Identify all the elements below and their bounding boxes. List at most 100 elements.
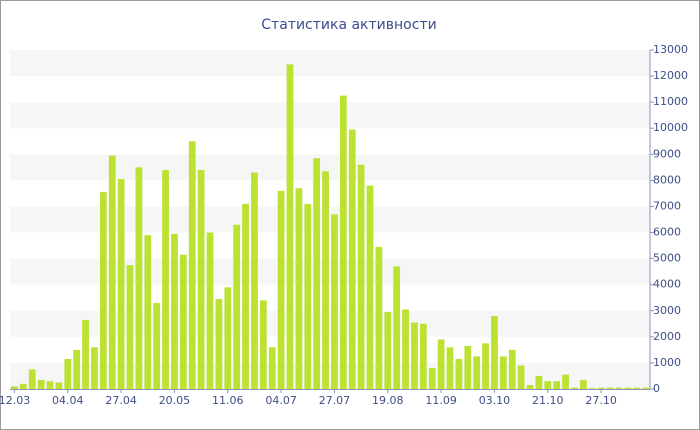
bar bbox=[197, 169, 205, 389]
bar bbox=[108, 155, 116, 389]
bar bbox=[73, 349, 81, 389]
bar bbox=[144, 235, 152, 389]
grid-band bbox=[10, 258, 650, 285]
bar bbox=[482, 343, 489, 389]
bar bbox=[508, 349, 516, 389]
bar bbox=[91, 347, 98, 389]
y-tick-label: 10000 bbox=[653, 121, 688, 134]
x-tick-label: 27.10 bbox=[585, 394, 617, 407]
bar bbox=[535, 375, 543, 389]
bar bbox=[384, 312, 392, 389]
bar bbox=[553, 381, 561, 389]
bar bbox=[286, 64, 294, 389]
bar bbox=[11, 386, 18, 389]
bar bbox=[562, 374, 569, 389]
bar bbox=[588, 388, 596, 389]
bar bbox=[162, 169, 169, 389]
bar bbox=[37, 379, 45, 389]
x-tick-label: 27.07 bbox=[319, 394, 351, 407]
bar bbox=[393, 266, 401, 389]
bar bbox=[233, 224, 241, 389]
bar bbox=[153, 302, 161, 389]
y-tick-label: 12000 bbox=[653, 69, 688, 82]
x-tick-label: 04.04 bbox=[52, 394, 84, 407]
bar bbox=[126, 265, 134, 389]
bar bbox=[304, 203, 312, 389]
bar bbox=[188, 141, 196, 389]
x-tick-label: 21.10 bbox=[532, 394, 564, 407]
bar bbox=[117, 179, 125, 389]
bar bbox=[473, 356, 481, 389]
bar bbox=[64, 359, 72, 389]
bar bbox=[99, 192, 107, 389]
y-tick-label: 8000 bbox=[653, 173, 681, 186]
grid-band bbox=[10, 310, 650, 337]
bar bbox=[499, 356, 507, 389]
grid-band bbox=[10, 206, 650, 233]
y-tick-label: 6000 bbox=[653, 226, 681, 239]
grid-band bbox=[10, 154, 650, 181]
bar bbox=[615, 387, 623, 389]
x-tick-label: 27.04 bbox=[105, 394, 137, 407]
bar bbox=[82, 319, 89, 389]
bar bbox=[428, 368, 436, 389]
bar bbox=[642, 387, 649, 389]
bar bbox=[295, 188, 303, 389]
bar bbox=[224, 287, 232, 389]
bar bbox=[526, 385, 534, 389]
bar bbox=[55, 382, 63, 389]
bar bbox=[517, 365, 525, 389]
x-tick-label: 12.03 bbox=[0, 394, 30, 407]
bar bbox=[606, 387, 614, 389]
y-tick-label: 7000 bbox=[653, 199, 681, 212]
y-tick-label: 11000 bbox=[653, 95, 688, 108]
bar bbox=[402, 309, 409, 389]
bar bbox=[179, 254, 187, 389]
x-tick-label: 04.07 bbox=[265, 394, 297, 407]
bar bbox=[331, 214, 338, 389]
bar bbox=[491, 315, 498, 389]
bar bbox=[411, 322, 418, 389]
bar bbox=[19, 383, 27, 389]
y-tick-label: 0 bbox=[653, 382, 660, 395]
x-tick-label: 11.06 bbox=[212, 394, 244, 407]
bar bbox=[348, 129, 356, 390]
y-tick-label: 13000 bbox=[653, 43, 688, 56]
y-tick-label: 9000 bbox=[653, 147, 681, 160]
y-tick-label: 1000 bbox=[653, 356, 681, 369]
bar bbox=[46, 381, 54, 389]
bar bbox=[268, 347, 276, 389]
bar bbox=[366, 185, 374, 389]
bar bbox=[206, 232, 214, 389]
bar bbox=[633, 387, 641, 389]
bar bbox=[419, 323, 427, 389]
y-tick-label: 4000 bbox=[653, 278, 681, 291]
bar bbox=[339, 95, 347, 389]
grid-band bbox=[10, 362, 650, 389]
x-tick-label: 03.10 bbox=[479, 394, 511, 407]
y-tick-label: 2000 bbox=[653, 330, 681, 343]
bar bbox=[375, 246, 383, 389]
bar bbox=[28, 369, 36, 389]
bar bbox=[624, 387, 632, 389]
grid-band bbox=[10, 50, 650, 77]
bar bbox=[251, 172, 258, 389]
bar bbox=[544, 381, 552, 389]
bar bbox=[579, 379, 587, 389]
bar bbox=[171, 233, 178, 389]
x-tick-label: 11.09 bbox=[425, 394, 457, 407]
y-tick-label: 5000 bbox=[653, 252, 681, 265]
bar bbox=[313, 158, 321, 389]
bar bbox=[455, 359, 463, 389]
bar bbox=[242, 203, 249, 389]
bar bbox=[464, 345, 472, 389]
bar bbox=[571, 387, 578, 389]
bar bbox=[597, 387, 605, 389]
bar bbox=[446, 347, 454, 389]
bar bbox=[357, 164, 365, 389]
bar bbox=[437, 339, 445, 389]
bar bbox=[277, 190, 285, 389]
bar bbox=[215, 299, 223, 389]
bar bbox=[322, 171, 329, 389]
